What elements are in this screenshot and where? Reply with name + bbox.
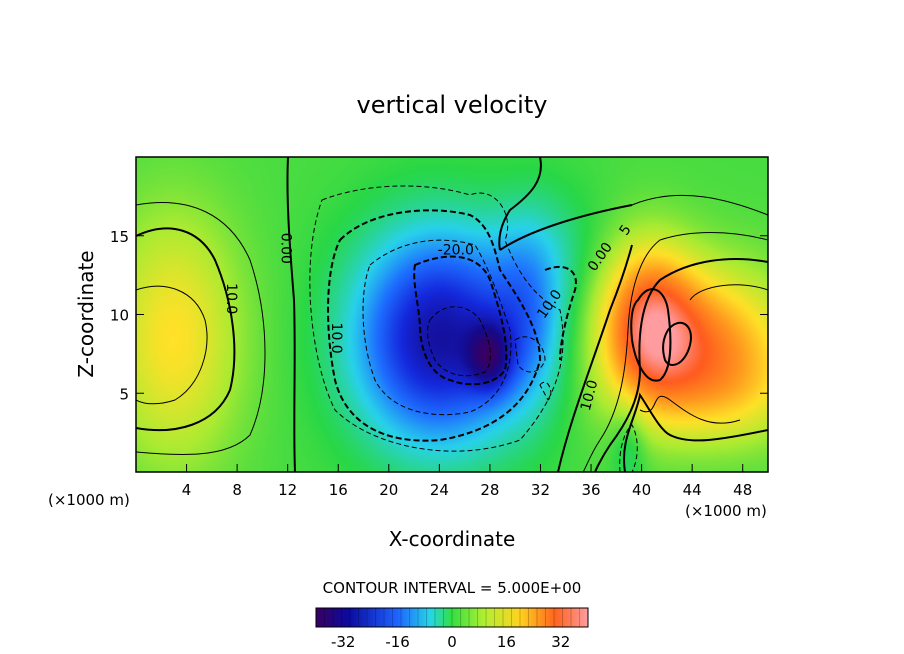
contour-wiggle-low bbox=[623, 392, 768, 472]
x-tick-label: 28 bbox=[480, 481, 499, 499]
x-tick-label: 20 bbox=[379, 481, 398, 499]
x-ticks: 4 8 12 16 20 24 28 32 36 40 44 48 bbox=[182, 464, 752, 499]
velocity-field bbox=[136, 157, 768, 472]
contour-lines bbox=[136, 157, 768, 472]
y-tick-label: 5 bbox=[119, 385, 129, 403]
x-tick-label: 44 bbox=[683, 481, 702, 499]
colorbar-ticks: -32 -16 0 16 32 bbox=[331, 633, 570, 651]
colorbar-grid bbox=[315, 608, 589, 627]
y-ticks: 5 10 15 bbox=[110, 228, 768, 403]
x-tick-label: 8 bbox=[232, 481, 242, 499]
contour-label: 10.0 bbox=[223, 283, 239, 314]
contour-neg10-right bbox=[544, 265, 577, 361]
colorbar-gradient bbox=[315, 607, 589, 628]
contour-neg5 bbox=[309, 185, 564, 452]
contour-zero-left bbox=[286, 157, 296, 472]
colorbar-tick-label: -32 bbox=[331, 633, 356, 651]
contour-20-blob1 bbox=[630, 288, 672, 382]
y-tick-label: 15 bbox=[110, 228, 129, 246]
x-tick-label: 4 bbox=[182, 481, 192, 499]
colorbar-tick-label: 16 bbox=[497, 633, 516, 651]
contour-20-blob2 bbox=[662, 321, 692, 366]
x-tick-label: 24 bbox=[430, 481, 449, 499]
y-tick-label: 10 bbox=[110, 307, 129, 325]
x-axis-label: X-coordinate bbox=[389, 527, 516, 551]
colorbar: -32 -16 0 16 32 bbox=[315, 607, 589, 651]
contour-5-left bbox=[136, 201, 266, 455]
contour-zero-top bbox=[498, 157, 542, 251]
contour-label: 10.0 bbox=[328, 323, 344, 354]
contour-10-left bbox=[136, 227, 236, 432]
x-tick-label: 16 bbox=[329, 481, 348, 499]
contour-neg25 bbox=[427, 306, 491, 377]
colorbar-tick-label: 0 bbox=[447, 633, 457, 651]
chart-title: vertical velocity bbox=[357, 91, 548, 119]
contour-zero-diag bbox=[499, 204, 633, 472]
contour-neg20 bbox=[413, 255, 508, 386]
contour-interval-text: CONTOUR INTERVAL = 5.000E+00 bbox=[323, 579, 582, 597]
contour-neg-right-small bbox=[514, 336, 552, 401]
x-unit-left: (×1000 m) bbox=[48, 491, 130, 509]
contour-label: -20.0 bbox=[438, 243, 474, 259]
contour-label: 0.00 bbox=[277, 233, 293, 264]
contour-neg15 bbox=[362, 239, 512, 416]
contour-5-right bbox=[582, 194, 768, 472]
contour-label: 10.0 bbox=[578, 378, 602, 412]
x-tick-label: 40 bbox=[632, 481, 651, 499]
x-tick-label: 12 bbox=[278, 481, 297, 499]
x-tick-label: 48 bbox=[733, 481, 752, 499]
contour-neg-low bbox=[619, 424, 638, 472]
y-axis-label: Z-coordinate bbox=[74, 250, 98, 377]
contour-15-left bbox=[136, 285, 208, 405]
contour-neg10 bbox=[327, 209, 542, 442]
x-tick-label: 32 bbox=[531, 481, 550, 499]
colorbar-tick-label: 32 bbox=[551, 633, 570, 651]
x-tick-label: 36 bbox=[581, 481, 600, 499]
contour-15-right bbox=[639, 284, 768, 424]
colorbar-tick-label: -16 bbox=[385, 633, 410, 651]
x-unit-right: (×1000 m) bbox=[685, 502, 767, 520]
